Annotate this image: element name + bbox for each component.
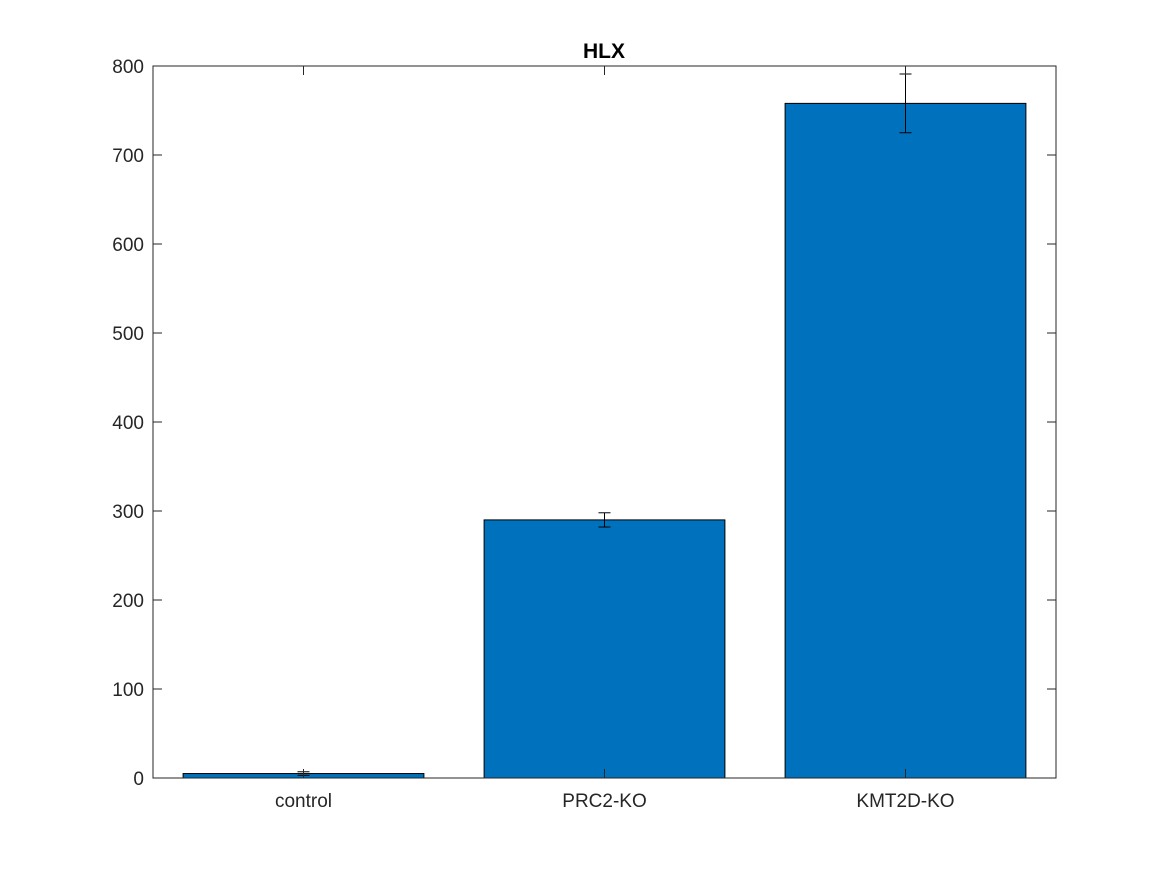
error-bar-prc2-ko xyxy=(598,512,611,528)
y-tick-label: 200 xyxy=(112,591,144,612)
y-tick-label: 700 xyxy=(112,146,144,167)
y-tick-label: 300 xyxy=(112,502,144,523)
y-tick-label: 600 xyxy=(112,235,144,256)
x-tick-label: KMT2D-KO xyxy=(856,791,954,812)
y-tick-label: 0 xyxy=(133,769,144,790)
y-tick-label: 800 xyxy=(112,57,144,78)
y-tick-label: 400 xyxy=(112,413,144,434)
chart-title: HLX xyxy=(583,40,625,63)
y-tick-label: 500 xyxy=(112,324,144,345)
axes-layer: 0 100 200 300 400 500 600 700 800 control PRC2-KO K… xyxy=(112,57,1057,812)
bar-kmt2d-ko xyxy=(784,102,1027,779)
bars-layer xyxy=(182,102,1027,779)
bar-prc2-ko xyxy=(483,519,726,779)
x-tick-label: control xyxy=(275,791,332,812)
x-tick-label: PRC2-KO xyxy=(562,791,646,812)
y-tick-label: 100 xyxy=(112,680,144,701)
